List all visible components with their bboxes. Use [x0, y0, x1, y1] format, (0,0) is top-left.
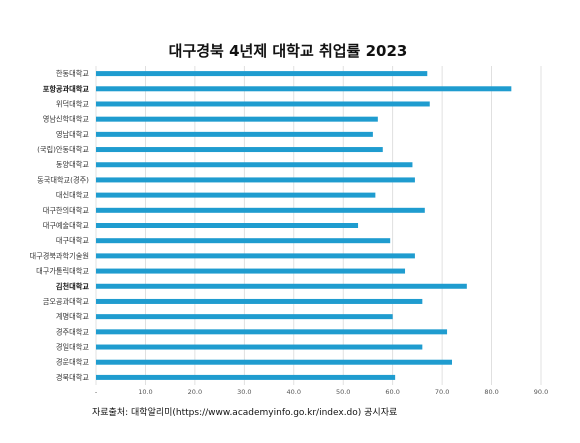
bar [96, 253, 415, 259]
chart-title: 대구경북 4년제 대학교 취업률 2023 [169, 42, 408, 60]
bar [96, 131, 373, 137]
bar [96, 71, 428, 77]
x-tick-label: 10.0 [138, 388, 152, 396]
x-tick-label: 20.0 [188, 388, 202, 396]
category-label: 위덕대학교 [56, 99, 89, 108]
bar [96, 192, 376, 198]
x-tick-label: 70.0 [435, 388, 449, 396]
category-label: 김천대학교 [56, 282, 89, 291]
x-tick-label: 50.0 [336, 388, 350, 396]
category-label: 동국대학교(경주) [37, 175, 89, 184]
x-tick-label: 90.0 [534, 388, 548, 396]
bar [96, 359, 452, 365]
bar [96, 314, 393, 320]
bar [96, 177, 415, 183]
category-label: 대구경북과학기술원 [29, 251, 89, 260]
category-label: 대구대학교 [56, 236, 89, 245]
source-note: 자료출처: 대학알리미(https://www.academyinfo.go.k… [92, 406, 397, 418]
bar [96, 329, 448, 335]
bar [96, 101, 430, 107]
category-label: 대구가톨릭대학교 [36, 267, 89, 276]
category-label: 대구한의대학교 [43, 206, 90, 215]
x-tick-label: - [95, 388, 98, 396]
category-label: 대신대학교 [56, 191, 89, 200]
bar [96, 344, 423, 350]
x-tick-label: 30.0 [237, 388, 251, 396]
x-tick-label: 40.0 [287, 388, 301, 396]
category-label: 한동대학교 [56, 69, 89, 78]
bar [96, 116, 378, 122]
bars [96, 71, 512, 380]
x-axis-ticks: - 10.0 20.0 30.0 40.0 50.0 60.0 70.0 80.0 90.0 [95, 388, 548, 396]
category-label: 경운대학교 [56, 358, 89, 367]
category-label: 경북대학교 [56, 373, 89, 382]
category-label: (국립)안동대학교 [37, 145, 89, 154]
bar [96, 283, 467, 289]
category-label: 계명대학교 [56, 312, 89, 321]
category-label: 금오공과대학교 [43, 297, 90, 306]
x-tick-label: 60.0 [385, 388, 399, 396]
category-label: 영남대학교 [56, 130, 89, 139]
category-label: 포항공과대학교 [43, 84, 90, 93]
bar [96, 268, 406, 274]
bar [96, 238, 391, 244]
bar [96, 374, 396, 380]
x-tick-label: 80.0 [484, 388, 498, 396]
bar [96, 162, 413, 168]
bar [96, 207, 425, 213]
category-label: 대구예술대학교 [43, 221, 90, 230]
bar [96, 86, 512, 92]
category-label: 경일대학교 [56, 343, 89, 352]
bar [96, 298, 423, 304]
category-label: 경주대학교 [56, 327, 89, 336]
category-label: 동양대학교 [56, 160, 89, 169]
category-label: 영남신학대학교 [43, 115, 90, 124]
bar [96, 147, 383, 153]
bar [96, 223, 359, 228]
